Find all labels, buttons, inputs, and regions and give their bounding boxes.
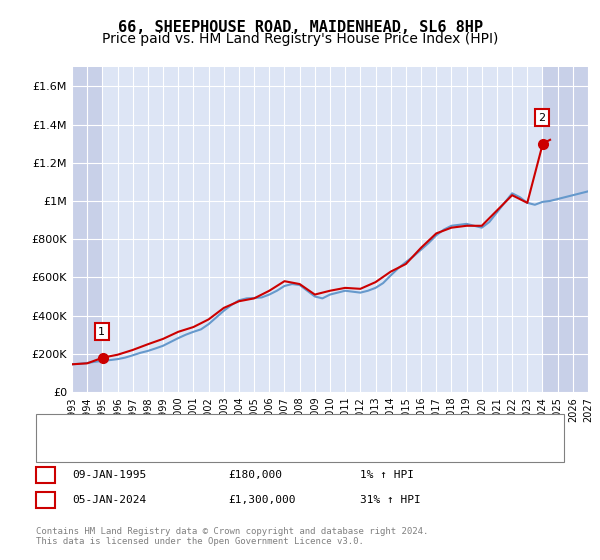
Text: £1,300,000: £1,300,000 (228, 495, 296, 505)
Text: 66, SHEEPHOUSE ROAD, MAIDENHEAD, SL6 8HP (detached house): 66, SHEEPHOUSE ROAD, MAIDENHEAD, SL6 8HP… (78, 423, 413, 433)
Text: 31% ↑ HPI: 31% ↑ HPI (360, 495, 421, 505)
Text: 05-JAN-2024: 05-JAN-2024 (72, 495, 146, 505)
Text: 2: 2 (538, 113, 545, 123)
Text: 1: 1 (98, 326, 105, 337)
Text: 2: 2 (42, 495, 49, 505)
Text: 1% ↑ HPI: 1% ↑ HPI (360, 470, 414, 480)
Text: HPI: Average price, detached house, Windsor and Maidenhead: HPI: Average price, detached house, Wind… (78, 444, 419, 454)
Text: —: — (60, 418, 80, 437)
Bar (543, 67, 588, 392)
Text: —: — (60, 439, 80, 458)
Bar (72, 67, 103, 392)
Text: 1: 1 (42, 470, 49, 480)
Text: £180,000: £180,000 (228, 470, 282, 480)
Text: 66, SHEEPHOUSE ROAD, MAIDENHEAD, SL6 8HP: 66, SHEEPHOUSE ROAD, MAIDENHEAD, SL6 8HP (118, 20, 482, 35)
Text: 09-JAN-1995: 09-JAN-1995 (72, 470, 146, 480)
Text: Contains HM Land Registry data © Crown copyright and database right 2024.
This d: Contains HM Land Registry data © Crown c… (36, 526, 428, 546)
Text: Price paid vs. HM Land Registry's House Price Index (HPI): Price paid vs. HM Land Registry's House … (102, 32, 498, 46)
